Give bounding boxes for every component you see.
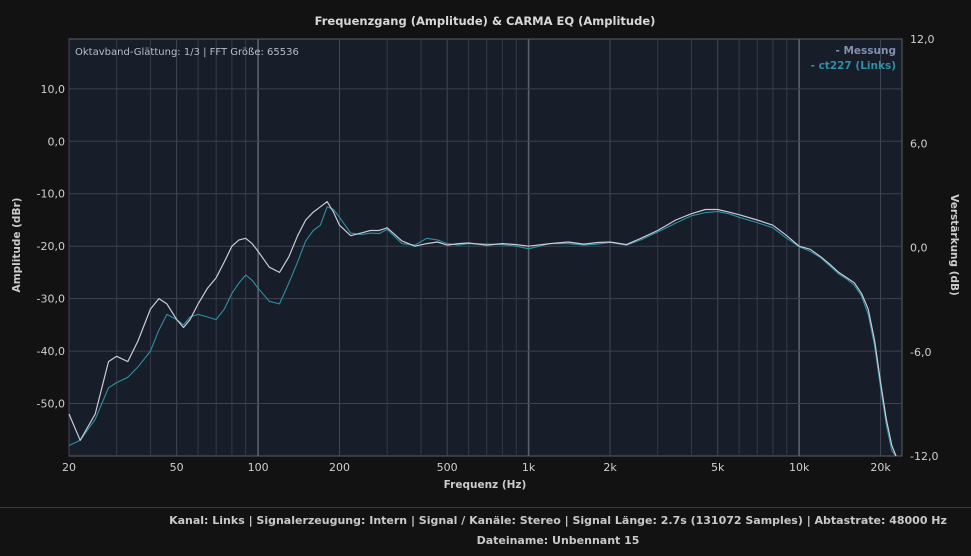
y-axis-label: Amplitude (dBr)	[11, 198, 23, 293]
y2-tick-label: -12,0	[910, 450, 938, 463]
x-tick-label: 200	[329, 461, 350, 474]
y-tick-label: 0,0	[48, 135, 66, 148]
footer-signal-info: Kanal: Links | Signalerzeugung: Intern |…	[169, 514, 947, 527]
y2-axis-label: Verstärkung (dB)	[948, 194, 960, 296]
y-tick-label: -20,0	[37, 240, 65, 253]
y2-tick-label: -6,0	[910, 346, 931, 359]
x-axis-label: Frequenz (Hz)	[444, 479, 527, 491]
frequency-response-chart: Frequenzgang (Amplitude) & CARMA EQ (Amp…	[11, 14, 960, 491]
y-tick-label: -50,0	[37, 398, 65, 411]
plot-area[interactable]	[68, 38, 903, 457]
y-tick-label: -30,0	[37, 293, 65, 306]
grid	[68, 39, 902, 456]
x-tick-label: 20	[62, 461, 76, 474]
x-tick-label: 50	[170, 461, 184, 474]
y-tick-labels: 10,0 0,0 -10,0 -20,0 -30,0 -40,0 -50,0	[37, 83, 65, 411]
y2-tick-label: 0,0	[910, 242, 928, 255]
series-lines	[68, 201, 897, 457]
y-tick-label: -10,0	[37, 188, 65, 201]
footer-filename: Dateiname: Unbennant 15	[476, 534, 640, 547]
series-line-messung	[68, 201, 897, 457]
legend-entry-ct227[interactable]: - ct227 (Links)	[811, 60, 896, 72]
legend-entry-messung[interactable]: - Messung	[835, 45, 896, 57]
y2-tick-label: 12,0	[910, 33, 935, 46]
x-tick-label: 500	[437, 461, 458, 474]
x-tick-label: 1k	[522, 461, 536, 474]
y-tick-label: 10,0	[41, 83, 66, 96]
x-tick-labels: 20 50 100 200 500 1k 2k 5k 10k 20k	[62, 461, 891, 474]
x-tick-label: 20k	[870, 461, 891, 474]
smoothing-annotation: Oktavband-Glättung: 1/3 | FFT Größe: 655…	[75, 47, 299, 58]
y-tick-label: -40,0	[37, 345, 65, 358]
y2-tick-label: 6,0	[910, 137, 928, 150]
x-tick-label: 100	[248, 461, 269, 474]
y2-tick-labels: 12,0 6,0 0,0 -6,0 -12,0	[910, 33, 938, 463]
footer-separator	[0, 507, 971, 508]
x-tick-label: 2k	[603, 461, 617, 474]
chart-title: Frequenzgang (Amplitude) & CARMA EQ (Amp…	[315, 14, 656, 28]
x-tick-label: 5k	[711, 461, 725, 474]
x-tick-label: 10k	[789, 461, 810, 474]
